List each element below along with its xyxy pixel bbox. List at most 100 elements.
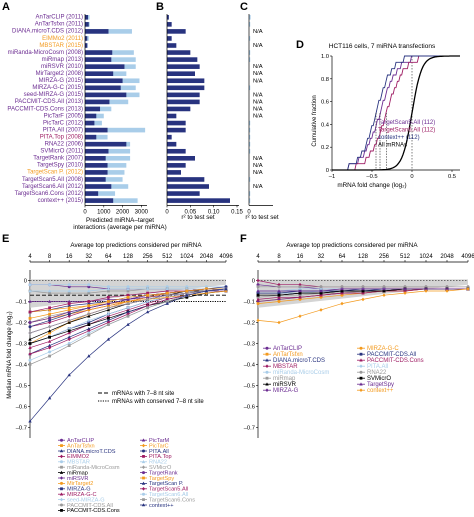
data-point (204, 291, 208, 295)
data-point (256, 318, 260, 323)
legend-e-label: EIMMO2 (67, 454, 89, 460)
bar-predicted-cons (85, 71, 114, 76)
data-point (48, 345, 52, 350)
method-label: RNA22 (2006) (45, 142, 83, 148)
data-point (359, 370, 363, 374)
legend-f-label: MIRZA-G-C (367, 346, 399, 352)
bar-r2-c (249, 15, 251, 20)
bar-r2-c (249, 50, 251, 55)
bar-predicted-cons (85, 113, 97, 119)
data-point (87, 314, 91, 318)
data-point (106, 297, 111, 301)
panel-label-a: A (2, 1, 10, 13)
bar-predicted-cons (85, 134, 97, 140)
tick-label-top: 32 (85, 254, 92, 260)
method-label: AnTarTsfxn (2011) (35, 22, 83, 28)
bar-r2-c (249, 141, 251, 147)
data-point (146, 299, 150, 304)
legend-e-label: PITA.All (149, 449, 169, 455)
data-point (359, 388, 363, 392)
data-point (298, 285, 302, 289)
data-point (424, 287, 428, 291)
na-label: N/A (253, 29, 263, 35)
data-point (142, 449, 145, 453)
tick-label-d-x: 0.5 (448, 174, 456, 180)
panel-label-b: B (156, 1, 164, 13)
bar-r2 (167, 99, 200, 105)
bar-predicted-cons (85, 127, 108, 133)
bar-r2 (167, 106, 191, 112)
tick-label-d-y: 0 (326, 168, 329, 174)
data-point (165, 287, 169, 291)
na-label: N/A (253, 114, 263, 120)
bar-r2-c (249, 148, 251, 154)
bar-r2 (167, 15, 169, 20)
tick-label-y: –0.4 (16, 363, 28, 369)
data-point (265, 352, 269, 356)
data-point (141, 481, 146, 485)
data-point (67, 327, 71, 331)
data-point (106, 314, 111, 318)
bar-r2 (167, 170, 181, 175)
bar-r2 (167, 148, 186, 154)
chart-layer: AnTarCLIP (2011)AnTarTsfxn (2011)DIANA.m… (7, 14, 474, 514)
legend-f-label: TargetSpy (367, 382, 394, 388)
data-point (382, 285, 386, 289)
legend-e-label: PACCMIT-CDS.Cons (67, 508, 120, 514)
legend-e-label: TargetSpy (149, 476, 174, 482)
tick-label-top: 4 (256, 254, 260, 260)
bar-predicted-cons (85, 43, 88, 48)
tick-label-d-x: 0 (410, 174, 413, 180)
tick-label-top: 1024 (180, 254, 194, 260)
data-point (87, 308, 91, 312)
data-point (48, 306, 51, 310)
tick-label-d-y: 0.2 (321, 145, 329, 151)
data-point (403, 291, 407, 295)
data-point (265, 388, 269, 392)
data-point (361, 291, 365, 295)
panel-e-top-label: Average top predictions considered per m… (70, 242, 202, 249)
bar-predicted-cons (85, 22, 89, 27)
data-point (67, 285, 71, 289)
data-point (265, 370, 269, 374)
data-point (48, 324, 52, 329)
bar-r2-c (249, 177, 251, 182)
data-point (340, 301, 344, 306)
data-point (298, 297, 302, 301)
data-point (445, 289, 449, 293)
data-point (67, 308, 71, 312)
bar-r2-c (249, 120, 251, 126)
data-point (256, 285, 260, 289)
data-point (277, 285, 281, 289)
tick-label-y: 0 (252, 279, 255, 285)
method-label: seed-MIRZA-G (2015) (24, 92, 83, 98)
data-point (106, 287, 111, 291)
data-point (165, 291, 169, 295)
legend-e-label: PITA.Top (149, 454, 172, 460)
legend-f-label: AnTarCLIP (273, 346, 302, 352)
bar-predicted-cons (85, 170, 108, 175)
na-label: N/A (253, 92, 263, 98)
data-point (265, 358, 269, 362)
data-point (28, 419, 32, 423)
data-point (340, 291, 344, 295)
data-point (59, 454, 64, 459)
data-point (256, 289, 260, 293)
bar-r2 (167, 141, 177, 147)
data-point (204, 289, 209, 293)
panel-f-top-label: Average top predictions considered per m… (286, 242, 418, 249)
data-point (126, 310, 130, 314)
tick-label-y: –0.6 (244, 405, 255, 411)
data-point (359, 376, 363, 380)
bar-r2 (167, 191, 200, 196)
legend-e-label: miRSVR (67, 476, 88, 482)
data-point (28, 316, 32, 320)
bar-r2 (167, 71, 195, 76)
data-point (60, 460, 63, 464)
data-point (265, 346, 269, 350)
bar-predicted-cons (85, 78, 123, 84)
data-point (265, 376, 269, 380)
tick-label-c: 0 (247, 209, 251, 215)
data-point (277, 293, 281, 297)
legend-e-label: PicTarM (149, 438, 170, 444)
